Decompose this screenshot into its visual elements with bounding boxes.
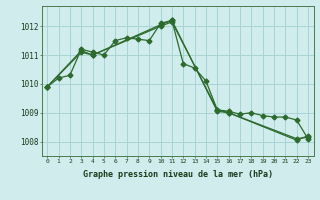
X-axis label: Graphe pression niveau de la mer (hPa): Graphe pression niveau de la mer (hPa) [83, 170, 273, 179]
